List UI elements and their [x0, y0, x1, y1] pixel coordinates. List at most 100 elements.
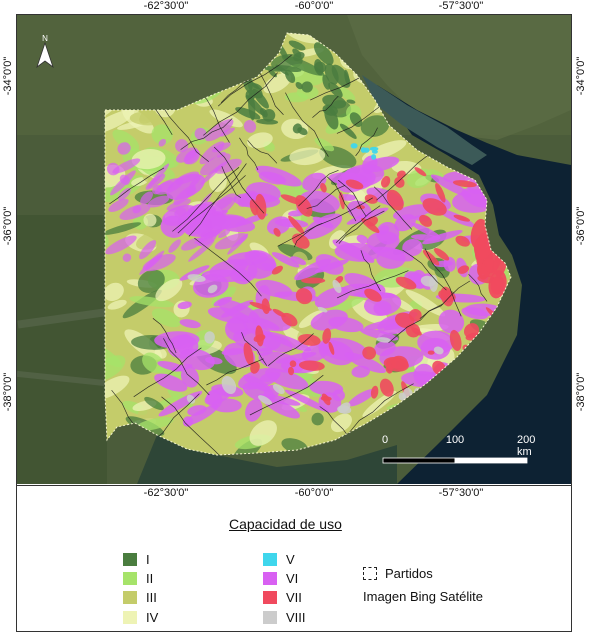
land-capability-patch: [370, 385, 379, 399]
land-capability-patch: [204, 331, 215, 344]
land-capability-patch: [281, 312, 298, 327]
land-capability-patch: [105, 355, 126, 381]
land-capability-patch: [419, 214, 432, 227]
land-capability-patch: [371, 154, 377, 160]
land-capability-patch: [271, 252, 300, 268]
land-capability-patch: [137, 269, 165, 293]
land-capability-patch: [147, 163, 170, 189]
land-capability-patch: [318, 340, 354, 366]
land-capability-patch: [322, 328, 332, 344]
partido-boundary-line: [161, 396, 228, 455]
land-capability-patch: [272, 384, 285, 394]
tick-top-2: -60°0'0": [294, 0, 334, 12]
land-capability-patch: [200, 153, 231, 176]
land-capability-patch: [214, 158, 242, 174]
partido-boundary-line: [285, 92, 329, 157]
legend-item-basemap: Imagen Bing Satélite: [363, 589, 483, 604]
land-capability-patch: [385, 365, 393, 374]
partidos-label: Partidos: [385, 566, 433, 581]
partido-boundary-line: [336, 270, 409, 299]
land-capability-patch: [453, 214, 471, 222]
land-capability-patch: [280, 194, 304, 205]
partido-boundary-line: [239, 137, 259, 171]
partido-boundary-line: [360, 250, 381, 292]
land-capability-patch: [332, 279, 342, 294]
legend-label: VIII: [286, 610, 306, 625]
land-capability-patch: [139, 240, 157, 260]
land-capability-patch: [430, 174, 472, 198]
partido-boundary-line: [424, 248, 462, 317]
land-capability-patch: [140, 191, 153, 205]
land-capability-patch: [275, 64, 289, 76]
land-capability-patch: [461, 307, 489, 320]
legend-item-V: V: [263, 552, 295, 567]
land-capability-patch: [346, 176, 388, 203]
land-capability-patch: [312, 216, 334, 229]
land-capability-patch: [262, 396, 300, 419]
land-capability-patch: [105, 235, 137, 255]
land-capability-patch: [449, 329, 462, 351]
land-capability-patch: [201, 217, 213, 229]
land-capability-patch: [386, 189, 404, 211]
partido-boundary-line: [241, 332, 268, 366]
land-capability-patch: [334, 242, 381, 262]
land-capability-patch: [287, 426, 303, 433]
land-capability-patch: [360, 115, 390, 137]
land-capability-patch: [406, 168, 433, 189]
land-capability-patch: [274, 65, 302, 73]
land-capability-patch: [154, 373, 188, 392]
partido-boundary-line: [355, 127, 378, 157]
map-panel: N 0 100 200 km: [17, 15, 571, 484]
land-capability-patch: [295, 288, 313, 305]
land-capability-patch: [344, 69, 350, 86]
land-capability-patch: [292, 48, 302, 58]
land-capability-patch: [249, 301, 272, 311]
partido-boundary-line: [172, 167, 240, 232]
land-capability-patch: [345, 179, 364, 190]
map-canvas: N: [17, 15, 571, 484]
land-capability-patch: [143, 213, 157, 227]
land-capability-patch: [339, 191, 345, 210]
legend-swatch: [263, 591, 277, 604]
land-capability-patch: [362, 390, 397, 418]
partido-boundary-line: [221, 166, 242, 198]
land-capability-patch: [298, 360, 325, 371]
land-capability-patch: [410, 234, 441, 241]
scale-label-100: 100: [445, 434, 465, 446]
land-capability-patch: [105, 282, 124, 302]
legend-swatch: [123, 591, 137, 604]
land-capability-patch: [290, 256, 307, 266]
land-capability-patch: [339, 123, 357, 139]
partido-boundary-line: [349, 383, 414, 433]
partido-boundary-line: [298, 169, 339, 207]
partido-boundary-line: [277, 197, 373, 247]
land-capability-patch: [292, 233, 310, 249]
scale-label-200: 200 km: [517, 434, 536, 458]
scale-label-0: 0: [381, 434, 389, 446]
land-capability-patch: [287, 366, 295, 376]
land-capability-patch: [177, 301, 192, 309]
land-capability-patch: [243, 120, 257, 133]
tick-left-2: -36°0'0": [2, 206, 14, 246]
land-capability-patch: [455, 235, 470, 247]
land-capability-patch: [440, 286, 454, 307]
tick-left-3: -38°0'0": [2, 372, 14, 412]
land-capability-patch: [422, 230, 463, 245]
partido-boundary-line: [162, 106, 210, 162]
land-capability-patch: [369, 146, 379, 151]
land-capability-patch: [405, 289, 446, 317]
tick-right-1: -34°0'0": [575, 56, 587, 96]
land-capability-patch: [112, 129, 140, 152]
land-capability-patch: [256, 118, 279, 125]
legend-label: VII: [286, 590, 302, 605]
partido-boundary-line: [247, 140, 278, 164]
land-capability-patch: [473, 234, 492, 260]
land-capability-patch: [288, 215, 305, 235]
legend-item-I: I: [123, 552, 150, 567]
land-capability-patch: [301, 277, 326, 284]
land-capability-patch: [200, 164, 223, 185]
land-capability-patch: [260, 372, 280, 382]
partido-boundary-line: [133, 347, 202, 398]
partido-boundary-line: [402, 249, 447, 291]
land-capability-patch: [155, 178, 184, 195]
